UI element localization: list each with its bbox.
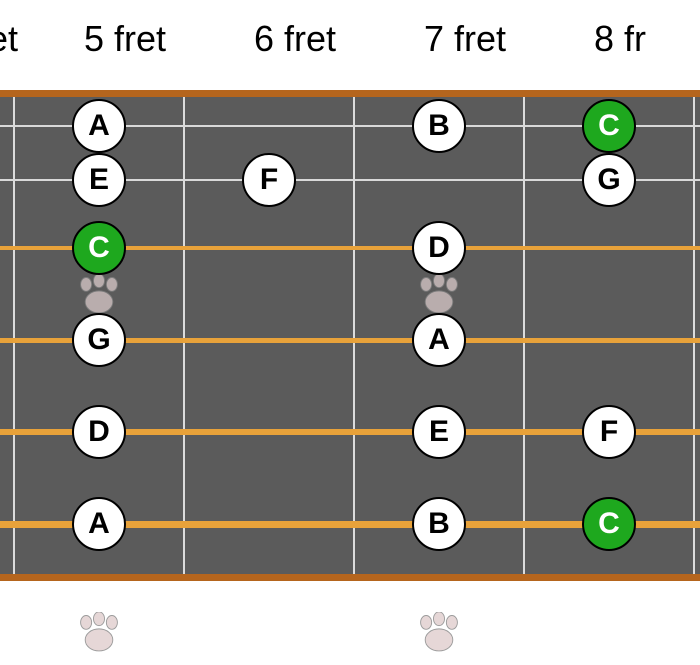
fretboard-diagram: { "diagram": { "width": 700, "height": 6…: [0, 0, 700, 665]
note-marker: D: [72, 405, 126, 459]
fret-label: ret: [0, 18, 18, 60]
note-marker-root: C: [582, 99, 636, 153]
fret-wire: [523, 94, 525, 577]
note-marker: E: [72, 153, 126, 207]
fretboard-edge-bottom: [0, 574, 700, 581]
position-marker-paw-icon: [416, 612, 462, 654]
note-marker-root: C: [582, 497, 636, 551]
fret-label: 6 fret: [254, 18, 336, 60]
note-marker-root: C: [72, 221, 126, 275]
fret-wire: [13, 94, 15, 577]
inlay-paw-icon: [416, 274, 462, 316]
note-marker: A: [72, 497, 126, 551]
note-marker: G: [582, 153, 636, 207]
fret-label: 8 fr: [594, 18, 646, 60]
fret-label: 5 fret: [84, 18, 166, 60]
note-marker: A: [412, 313, 466, 367]
note-marker: E: [412, 405, 466, 459]
note-marker: F: [582, 405, 636, 459]
position-marker-paw-icon: [76, 612, 122, 654]
fret-label: 7 fret: [424, 18, 506, 60]
fret-wire: [183, 94, 185, 577]
fret-wire: [693, 94, 695, 577]
note-marker: B: [412, 497, 466, 551]
note-marker: F: [242, 153, 296, 207]
note-marker: G: [72, 313, 126, 367]
inlay-paw-icon: [76, 274, 122, 316]
note-marker: B: [412, 99, 466, 153]
note-marker: D: [412, 221, 466, 275]
fret-wire: [353, 94, 355, 577]
note-marker: A: [72, 99, 126, 153]
fretboard-edge-top: [0, 90, 700, 97]
